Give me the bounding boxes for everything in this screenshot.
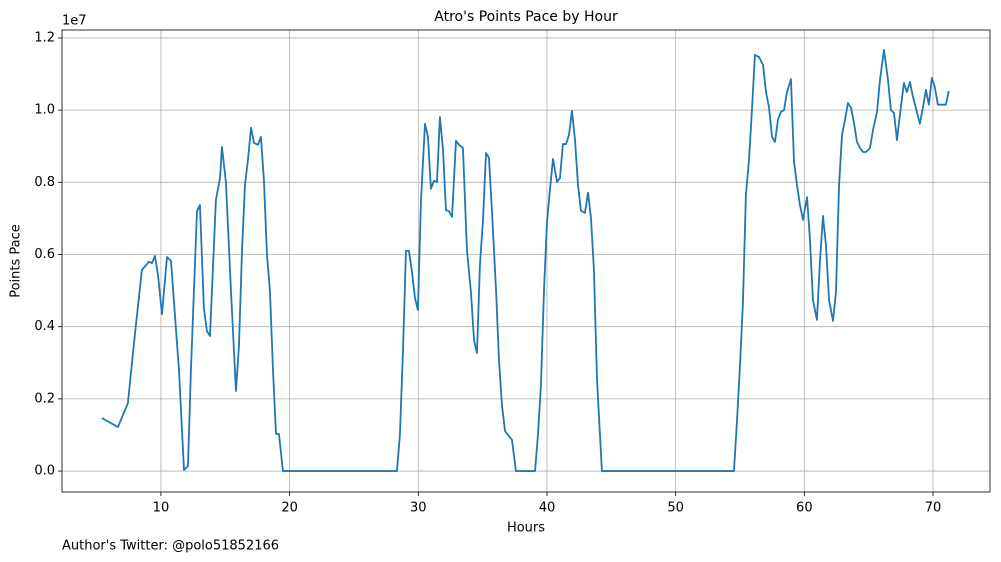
y-tick-label: 0.0 <box>34 464 55 479</box>
y-tick-label: 0.4 <box>34 319 55 334</box>
x-tick-label: 60 <box>796 501 813 516</box>
x-tick-label: 50 <box>667 501 684 516</box>
y-axis-label: Points Pace <box>9 224 24 298</box>
chart-title: Atro's Points Pace by Hour <box>434 9 618 25</box>
plot-frame <box>61 29 991 493</box>
y-tick-label: 1.2 <box>34 30 55 45</box>
y-tick-label: 0.2 <box>34 391 55 406</box>
x-tick-label: 40 <box>539 501 556 516</box>
data-line <box>101 48 950 472</box>
x-axis-label: Hours <box>507 521 545 536</box>
x-tick-label: 70 <box>925 501 942 516</box>
y-tick-label: 1.0 <box>34 103 55 118</box>
x-tick-label: 20 <box>281 501 298 516</box>
x-tick-label: 30 <box>410 501 427 516</box>
y-offset-label: 1e7 <box>62 14 87 29</box>
y-tick-label: 0.8 <box>34 175 55 190</box>
x-tick-label: 10 <box>153 501 170 516</box>
y-tick-label: 0.6 <box>34 247 55 262</box>
footnote: Author's Twitter: @polo51852166 <box>62 539 279 554</box>
